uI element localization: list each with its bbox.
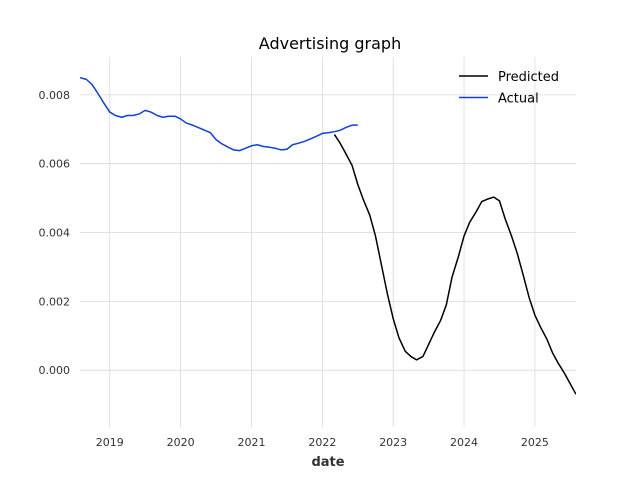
- x-tick-label: 2020: [167, 436, 195, 449]
- x-tick-label: 2024: [450, 436, 478, 449]
- y-tick-label: 0.004: [39, 227, 71, 240]
- x-tick-label: 2021: [237, 436, 265, 449]
- chart-title: Advertising graph: [259, 34, 401, 53]
- y-tick-label: 0.000: [39, 364, 71, 377]
- legend-label-actual: Actual: [498, 92, 539, 107]
- grid: [80, 57, 576, 427]
- y-axis-ticks: 0.000 0.002 0.004 0.006 0.008: [39, 89, 71, 377]
- x-tick-label: 2022: [308, 436, 336, 449]
- x-tick-label: 2023: [379, 436, 407, 449]
- series-line-predicted: [333, 134, 576, 395]
- x-axis-ticks: 2019 2020 2021 2022 2023 2024 2025: [96, 436, 549, 449]
- series-lines: [80, 76, 576, 395]
- legend-label-predicted: Predicted: [498, 70, 559, 85]
- series-line-actual: [80, 76, 358, 152]
- x-tick-label: 2025: [521, 436, 549, 449]
- legend: Predicted Actual: [459, 70, 559, 107]
- x-tick-label: 2019: [96, 436, 124, 449]
- x-axis-label: date: [311, 455, 344, 470]
- y-tick-label: 0.008: [39, 89, 71, 102]
- y-tick-label: 0.002: [39, 295, 71, 308]
- y-tick-label: 0.006: [39, 158, 71, 171]
